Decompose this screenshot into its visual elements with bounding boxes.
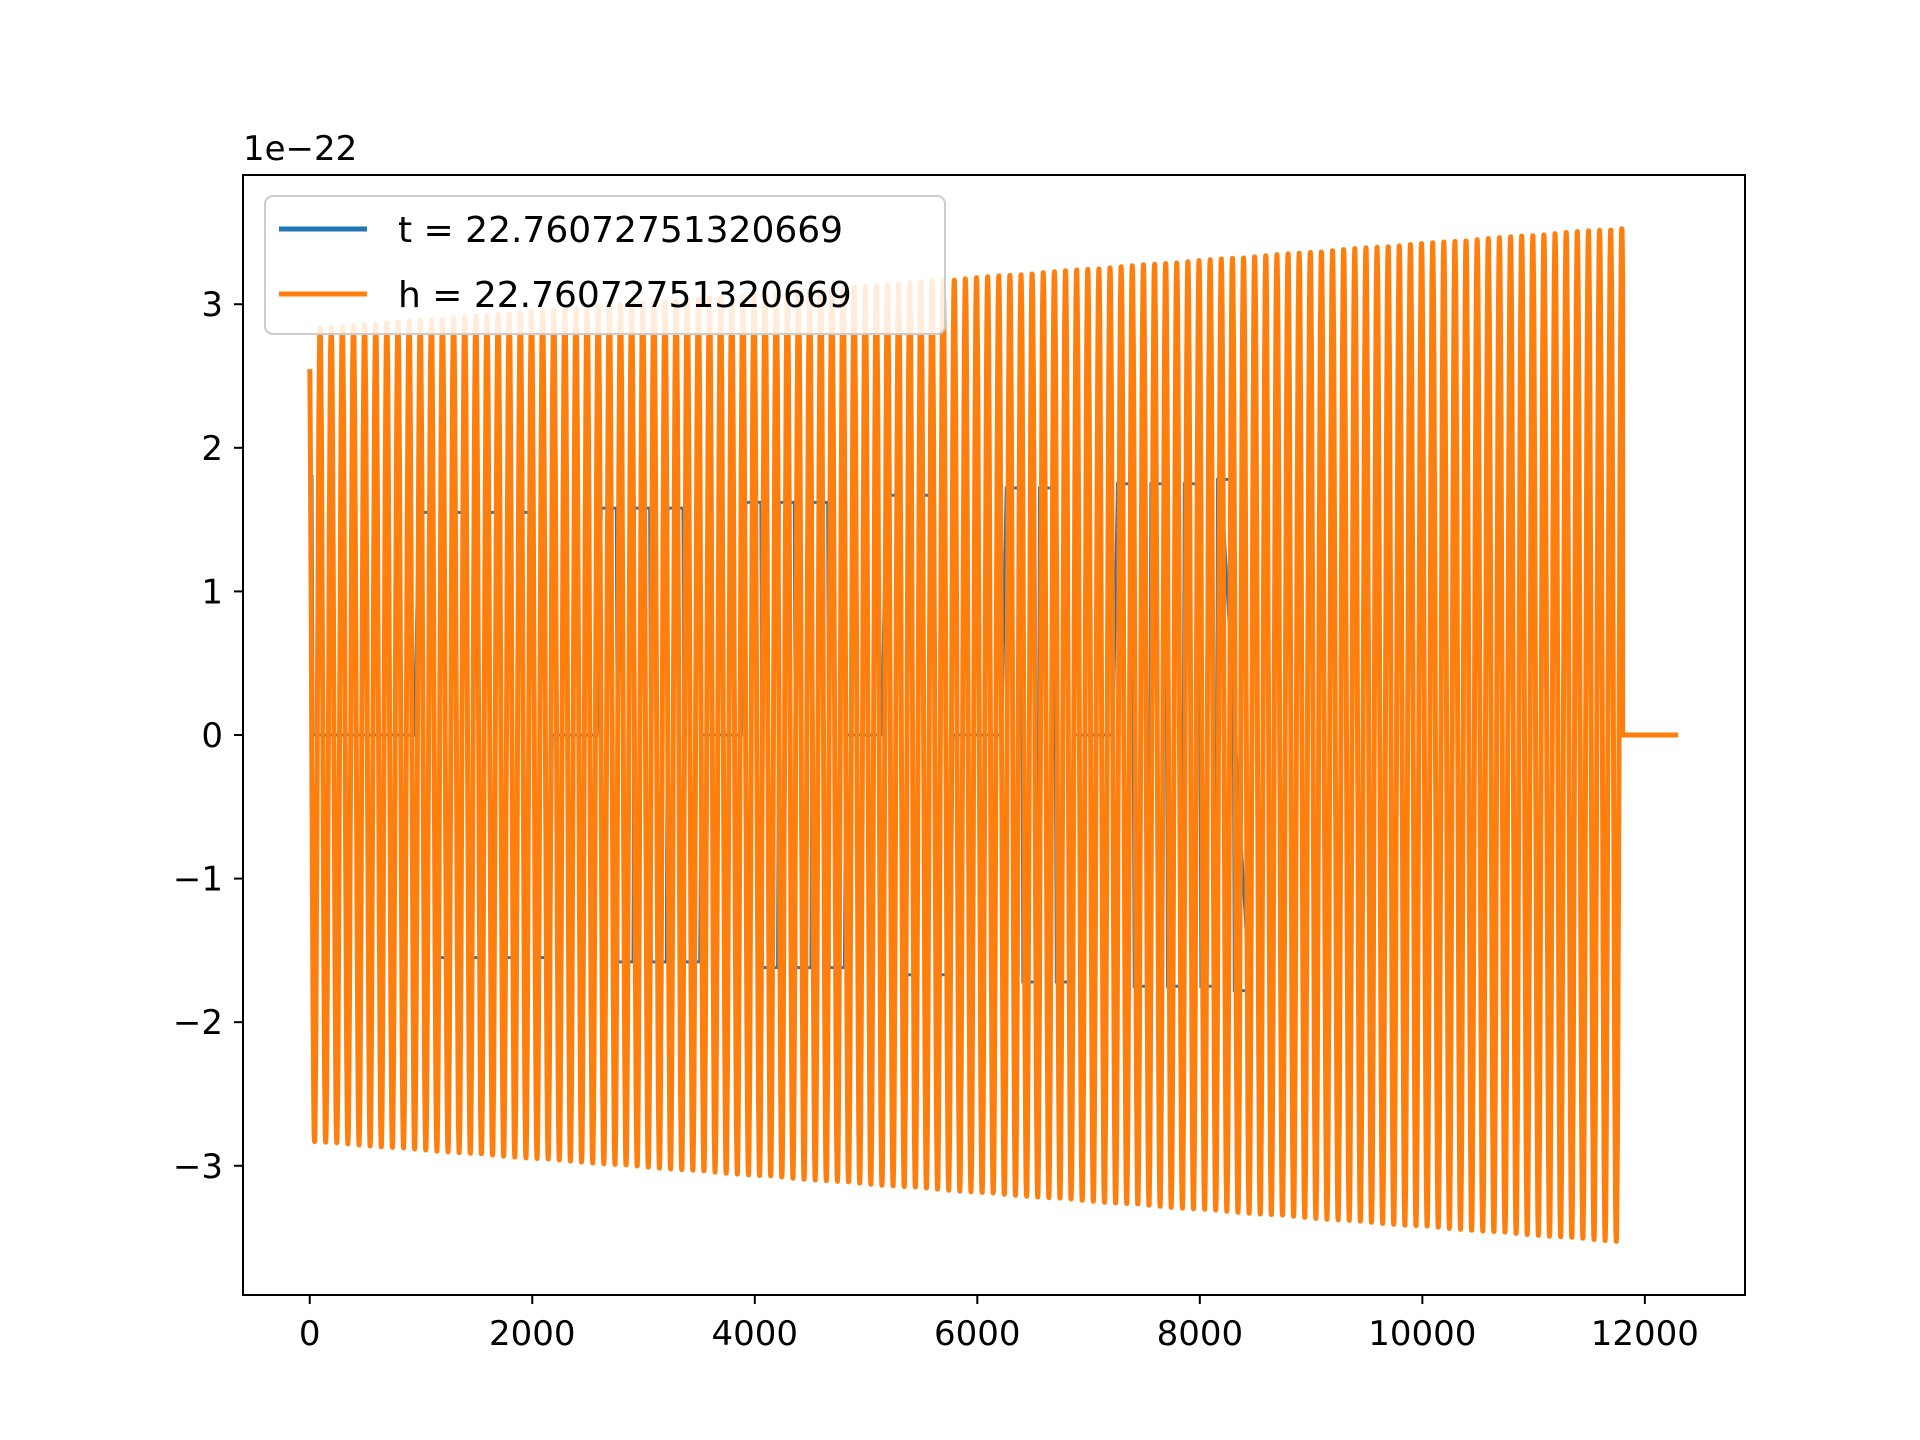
y-tick-label: 2 [201,429,223,469]
y-tick-label: −3 [173,1147,223,1187]
legend-box [264,195,946,335]
y-tick-label: −2 [173,1003,223,1043]
series-layer [307,226,1679,1244]
y-offset-label: 1e−22 [243,129,357,169]
x-tick-label: 6000 [934,1314,1021,1354]
ticks-layer: 0 2000 4000 6000 8000 10000 12000 −3 −2 −1 0 1 2 3 [173,285,1699,1354]
legend: t = 22.76072751320669 h = 22.76072751320… [264,195,946,335]
x-tick-label: 4000 [712,1314,799,1354]
legend-label-h: h = 22.76072751320669 [398,275,852,316]
x-tick-label: 10000 [1368,1314,1476,1354]
x-tick-label: 12000 [1591,1314,1699,1354]
y-tick-label: 1 [201,572,223,612]
x-tick-label: 2000 [489,1314,576,1354]
series-h-line [307,226,1679,1244]
x-tick-label: 8000 [1157,1314,1244,1354]
y-tick-label: −1 [173,860,223,900]
y-tick-label: 0 [201,716,223,756]
legend-label-t: t = 22.76072751320669 [398,210,843,251]
y-tick-label: 3 [201,285,223,325]
x-tick-label: 0 [299,1314,321,1354]
